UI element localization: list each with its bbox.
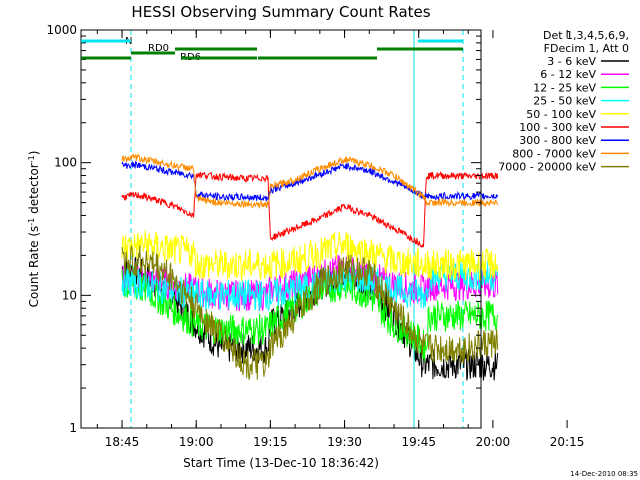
- plot-frame: [80, 29, 482, 429]
- x-tick-label: 20:15: [550, 435, 585, 449]
- legend-header-line2: FDecim 1, Att 0: [544, 42, 629, 55]
- x-tick-label: 19:15: [253, 435, 288, 449]
- legend-label-5: 100 - 300 keV: [519, 121, 596, 134]
- x-axis-label: Start Time (13-Dec-10 18:36:42): [183, 456, 379, 470]
- flag-label-rd0: RD0: [148, 43, 169, 54]
- series-line-8: [121, 244, 499, 381]
- y-tick-label: 1: [69, 421, 77, 435]
- legend-label-6: 300 - 800 keV: [519, 134, 596, 147]
- legend-label-8: 7000 - 20000 keV: [498, 161, 596, 174]
- series-line-3: [121, 260, 499, 312]
- x-tick-label: 18:45: [105, 435, 140, 449]
- legend-label-1: 6 - 12 keV: [540, 68, 596, 81]
- legend-label-0: 3 - 6 keV: [547, 55, 596, 68]
- legend-label-7: 800 - 7000 keV: [512, 147, 596, 160]
- x-tick-label: 19:00: [179, 435, 214, 449]
- y-axis-ticks: 1 10 100 1000: [46, 23, 481, 435]
- series-line-4: [121, 230, 499, 283]
- legend-header-line1: Det 1,3,4,5,6,9,: [543, 29, 629, 42]
- y-axis-label: Count Rate (s-1 detector-1): [27, 151, 41, 308]
- series-line-7: [121, 153, 499, 210]
- x-tick-label: 20:00: [476, 435, 511, 449]
- chart-title: HESSI Observing Summary Count Rates: [131, 3, 430, 21]
- x-axis-ticks: 18:45 19:00 19:15 19:30 19:45 20:00 20:15: [96, 30, 585, 449]
- legend-label-3: 25 - 50 keV: [533, 95, 596, 108]
- y-tick-label: 100: [54, 156, 77, 170]
- y-tick-label: 1000: [46, 23, 77, 37]
- legend-label-2: 12 - 25 keV: [533, 81, 596, 94]
- legend-label-4: 50 - 100 keV: [526, 108, 596, 121]
- flag-bars: N RD0 RD6: [81, 36, 463, 63]
- series-line-5: [121, 170, 499, 249]
- x-tick-label: 19:45: [401, 435, 436, 449]
- timestamp: 14-Dec-2010 08:35: [570, 470, 638, 478]
- series-line-6: [121, 160, 499, 202]
- y-tick-label: 10: [62, 288, 77, 302]
- x-tick-label: 19:30: [327, 435, 362, 449]
- plot-area: [80, 30, 499, 428]
